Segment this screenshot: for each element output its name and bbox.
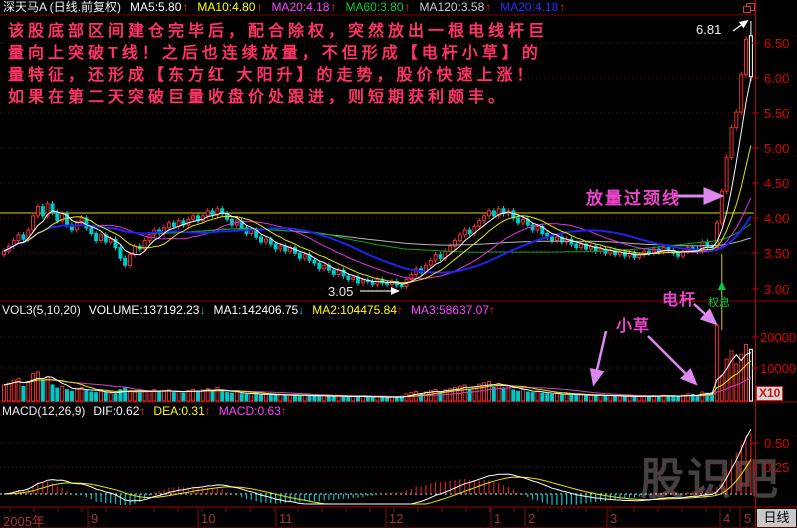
year-label: 2005年 (3, 514, 45, 528)
ma-indicator-value: MA10:4.80↑ (197, 0, 263, 14)
volume-indicator-bar: VOL3(5,10,20) VOLUME:137192.23↓ MA1:142406… (2, 303, 503, 317)
volume-axis-label: 20000 (760, 330, 797, 345)
volume-ma1-line (3, 352, 752, 398)
macd-indicator-value: DEA:0.31↑ (153, 404, 211, 418)
up-arrow-icon: ↑ (396, 303, 403, 317)
pole-arrow (693, 303, 718, 326)
ma-indicator-value: MA120:3.58↑ (419, 0, 492, 14)
grass-annotation: 小草 (616, 318, 651, 335)
month-axis-label: 4 (723, 511, 731, 526)
month-axis-label: 11 (279, 511, 293, 526)
up-arrow-icon: ↑ (559, 0, 566, 14)
neckline-annotation: 放量过颈线 (586, 189, 681, 208)
macd-indicator-bar: MACD(12,26,9) DIF:0.62↑ DEA:0.31↑ MACD:0.63… (2, 404, 295, 418)
up-arrow-icon: ↑ (204, 404, 211, 418)
macd-axis-label: 0.50 (764, 436, 790, 451)
up-arrow-icon: ↑ (139, 404, 146, 418)
annotation-line: 该股底部区间建仓完毕后，配合除权，突然放出一根电线杆巨 (8, 23, 549, 40)
up-arrow-icon: ↑ (489, 303, 495, 317)
volume-bars (2, 324, 753, 402)
low-price-label: 3.05 (328, 284, 354, 299)
grass-arrow-left (589, 330, 608, 387)
peak-price-label: 6.81 (696, 22, 722, 37)
down-arrow-icon: ↓ (298, 303, 305, 317)
macd-histogram (8, 433, 752, 505)
ma-indicator-value: MA5:5.80↑ (130, 0, 189, 14)
price-axis-label: 5.50 (764, 106, 790, 121)
ma20-line (3, 197, 752, 280)
peak-arrow (732, 19, 749, 32)
grass-arrow-right (647, 335, 698, 386)
month-axis-label: 1 (494, 511, 502, 526)
price-axis-label: 4.50 (764, 176, 790, 191)
up-arrow-icon: ↑ (280, 404, 287, 418)
up-arrow-icon: ↑ (256, 0, 263, 14)
ma10-line (3, 145, 752, 284)
month-axis-label: 5 (744, 511, 752, 526)
macd-indicator-value: DIF:0.62↑ (93, 404, 146, 418)
pole-annotation: 电杆 (662, 292, 697, 309)
price-axis-label: 6.00 (764, 71, 790, 86)
annotation-line: 如果在第二天突破巨量收盘价处跟进，则短期获利颇丰。 (8, 89, 509, 106)
annotation-line: 量向上突破T线！之后也连续放量，不但形成【电杆小草】的 (8, 45, 542, 62)
restore-window-icon-front (743, 6, 751, 13)
month-axis-label: 10 (201, 511, 216, 526)
volume-indicator-value: MA2:104475.84↑ (312, 303, 403, 317)
up-arrow-icon: ↑ (182, 0, 189, 14)
volume-indicator-value: MA3:58637.07↑ (410, 303, 495, 317)
up-arrow-icon: ↑ (330, 0, 337, 14)
volume-axis-label: 10000 (760, 361, 797, 376)
price-axis-label: 5.00 (764, 141, 790, 156)
ma5-line (3, 77, 752, 285)
macd-indicator-value: MACD:0.63↑ (218, 404, 287, 418)
price-axis-label: 4.00 (764, 211, 790, 226)
month-axis-label: 2 (528, 511, 536, 526)
volume-indicator-name: VOL3(5,10,20) (2, 303, 81, 317)
volume-indicator-value: MA1:142406.75↓ (213, 303, 305, 317)
up-arrow-icon: ↑ (485, 0, 492, 14)
price-axis-label: 3.50 (764, 246, 790, 261)
annotation-block: 该股底部区间建仓完毕后，配合除权，突然放出一根电线杆巨 量向上突破T线！之后也连续… (8, 21, 548, 109)
ma-indicator-value: MA20:4.18↑ (271, 0, 337, 14)
month-axis-label: 12 (389, 511, 404, 526)
month-axis-label: 3 (610, 511, 618, 526)
ma-indicator-value: MA60:3.80↑ (345, 0, 411, 14)
price-axis-label: 6.50 (764, 36, 790, 51)
ma20b-line (3, 215, 752, 274)
down-arrow-icon: ↓ (199, 303, 206, 317)
ma-indicator-value: MA20:4.18↑ (500, 0, 566, 14)
restore-window-icon[interactable] (743, 3, 755, 13)
volume-scale-badge: X10 (756, 386, 784, 401)
volume-ma2-line (3, 360, 752, 398)
dif-line (3, 428, 752, 505)
price-axis-label: 3.00 (764, 282, 790, 297)
info-bar: 深天马A (日线.前复权) MA5:5.80↑ MA10:4.80↑ MA20:4.1… (3, 0, 574, 14)
volume-indicator-value: VOLUME:137192.23↓ (88, 303, 206, 317)
ex-rights-label: 权息 (708, 297, 730, 309)
period-button[interactable]: 日线 (757, 509, 796, 527)
stock-title: 深天马A (日线.前复权) (3, 0, 122, 14)
up-arrow-icon: ↑ (404, 0, 411, 14)
month-axis-label: 9 (91, 511, 99, 526)
macd-axis-label: 0.25 (764, 460, 790, 475)
macd-indicator-name: MACD(12,26,9) (2, 404, 86, 418)
annotation-line: 量特征，还形成【东方红 大阳升】的走势，股价快速上涨！ (8, 67, 537, 84)
ex-rights-arrow-icon (717, 281, 726, 290)
